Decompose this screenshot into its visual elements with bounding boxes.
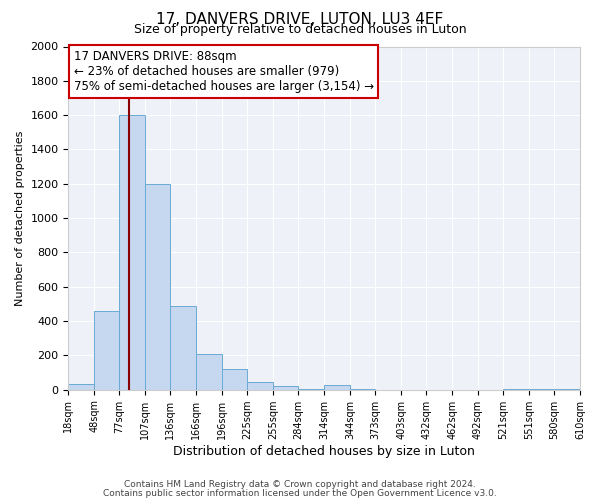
Bar	[247, 382, 273, 390]
Bar	[222, 369, 247, 390]
Bar	[503, 389, 529, 390]
Bar	[324, 384, 350, 390]
Text: 17, DANVERS DRIVE, LUTON, LU3 4EF: 17, DANVERS DRIVE, LUTON, LU3 4EF	[157, 12, 443, 28]
Bar	[119, 115, 145, 390]
Bar	[298, 389, 324, 390]
Text: Size of property relative to detached houses in Luton: Size of property relative to detached ho…	[134, 24, 466, 36]
Bar	[94, 311, 119, 390]
Bar	[145, 184, 170, 390]
Bar	[273, 386, 298, 390]
X-axis label: Distribution of detached houses by size in Luton: Distribution of detached houses by size …	[173, 444, 475, 458]
Bar	[196, 354, 222, 390]
Bar	[554, 389, 580, 390]
Bar	[350, 389, 375, 390]
Text: Contains HM Land Registry data © Crown copyright and database right 2024.: Contains HM Land Registry data © Crown c…	[124, 480, 476, 489]
Text: 17 DANVERS DRIVE: 88sqm
← 23% of detached houses are smaller (979)
75% of semi-d: 17 DANVERS DRIVE: 88sqm ← 23% of detache…	[74, 50, 374, 93]
Bar	[170, 306, 196, 390]
Bar	[529, 389, 554, 390]
Y-axis label: Number of detached properties: Number of detached properties	[15, 130, 25, 306]
Text: Contains public sector information licensed under the Open Government Licence v3: Contains public sector information licen…	[103, 488, 497, 498]
Bar	[68, 384, 94, 390]
